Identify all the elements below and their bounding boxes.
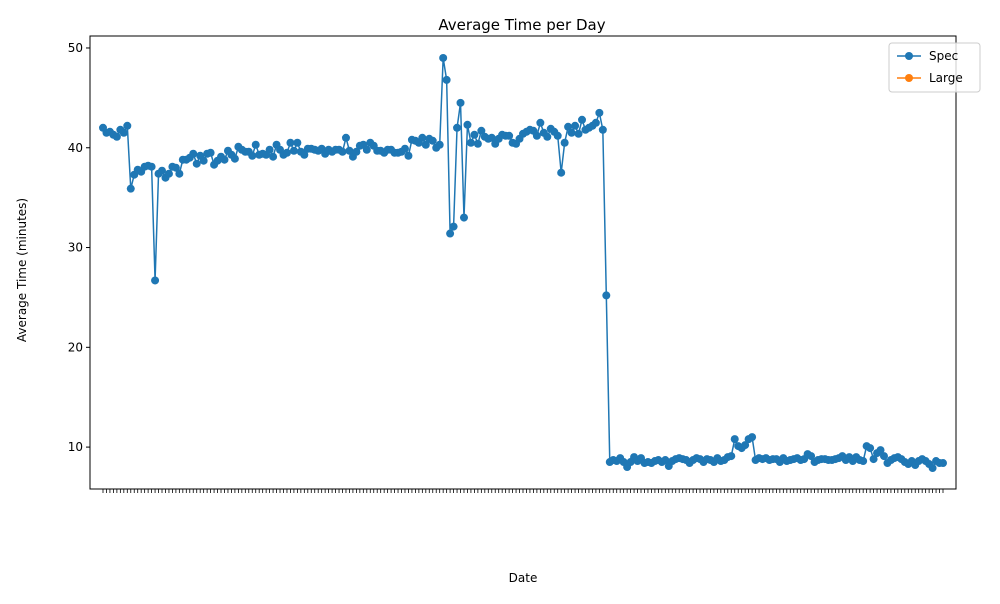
legend-spec-marker [905, 52, 913, 60]
data-point-spec [536, 118, 545, 127]
data-point-spec [473, 139, 482, 148]
data-point-spec [421, 140, 430, 149]
data-point-spec [859, 457, 868, 466]
data-point-spec [164, 169, 173, 178]
plot-area: 10 20 30 40 50 [68, 41, 947, 493]
data-point-spec [727, 452, 736, 461]
data-point-spec [158, 166, 167, 175]
data-point-spec [578, 115, 587, 124]
data-point-spec [248, 151, 257, 160]
data-point-spec [251, 140, 260, 149]
data-point-spec [595, 108, 604, 117]
data-point-spec [230, 154, 239, 163]
data-point-spec [199, 156, 208, 165]
data-point-spec [876, 446, 885, 455]
data-point-spec [869, 455, 878, 464]
data-point-spec [442, 75, 451, 84]
data-point-spec [126, 184, 135, 193]
data-point-spec [282, 148, 291, 157]
data-point-spec [418, 133, 427, 142]
data-point-spec [661, 456, 670, 465]
data-point-spec [505, 131, 514, 140]
data-point-spec [269, 152, 278, 161]
data-point-spec [300, 150, 309, 159]
data-point-spec [171, 163, 180, 172]
data-point-spec [352, 147, 361, 156]
data-point-spec [112, 132, 121, 141]
data-point-spec [571, 121, 580, 130]
data-point-spec [428, 136, 437, 145]
data-point-spec [939, 459, 947, 468]
data-point-spec [553, 131, 562, 140]
data-point-spec [591, 118, 600, 127]
data-point-spec [289, 146, 298, 155]
data-point-spec [265, 145, 274, 154]
data-point-spec [456, 98, 465, 107]
data-point-spec [560, 138, 569, 147]
data-point-spec [532, 131, 541, 140]
data-point-spec [730, 435, 739, 444]
plot-frame [89, 35, 957, 490]
data-point-spec [564, 122, 573, 131]
legend-large-label: Large [929, 71, 963, 85]
data-point-spec [459, 213, 468, 222]
data-point-spec [453, 123, 462, 132]
data-point-spec [439, 53, 448, 62]
data-point-spec [602, 291, 611, 300]
x-axis-label: Date [509, 571, 538, 585]
data-point-spec [293, 138, 302, 147]
data-point-spec [345, 146, 354, 155]
data-point-spec [598, 125, 607, 134]
data-point-spec [341, 133, 350, 142]
data-point-spec [477, 126, 486, 135]
data-point-spec [463, 120, 472, 129]
data-point-spec [748, 433, 757, 442]
data-point-spec [362, 145, 371, 154]
data-point-spec [192, 159, 201, 168]
data-point-spec [206, 148, 215, 157]
data-point-spec [928, 464, 937, 473]
data-point-spec [807, 452, 816, 461]
data-point-spec [741, 441, 750, 450]
data-point-spec [567, 128, 576, 137]
data-point-spec [574, 129, 583, 138]
y-axis-label: Average Time (minutes) [15, 198, 29, 342]
data-point-spec [189, 149, 198, 158]
y-tick-label: 10 [68, 440, 83, 454]
data-point-spec [220, 155, 229, 164]
chart-title: Average Time per Day [438, 16, 605, 34]
data-point-spec [151, 276, 160, 285]
data-point-spec [487, 133, 496, 142]
y-tick-label: 20 [68, 340, 83, 354]
y-tick-label: 50 [68, 41, 83, 55]
data-point-spec [175, 169, 184, 178]
data-point-spec [866, 444, 875, 453]
data-point-spec [879, 452, 888, 461]
data-point-spec [119, 128, 128, 137]
data-point-spec [338, 147, 347, 156]
y-tick-label: 30 [68, 241, 83, 255]
legend: Spec Large [888, 42, 981, 93]
data-point-spec [404, 151, 413, 160]
y-tick-label: 40 [68, 141, 83, 155]
legend-large-marker [905, 74, 913, 82]
data-point-spec [449, 222, 458, 231]
data-point-spec [286, 138, 295, 147]
data-point-spec [400, 144, 409, 153]
data-point-spec [557, 168, 566, 177]
data-point-spec [446, 229, 455, 238]
data-point-spec [466, 138, 475, 147]
legend-spec-label: Spec [929, 49, 958, 63]
data-point-spec [123, 121, 132, 130]
data-point-spec [543, 132, 552, 141]
data-point-spec [435, 140, 444, 149]
data-point-spec [147, 162, 156, 171]
data-point-spec [470, 130, 479, 139]
